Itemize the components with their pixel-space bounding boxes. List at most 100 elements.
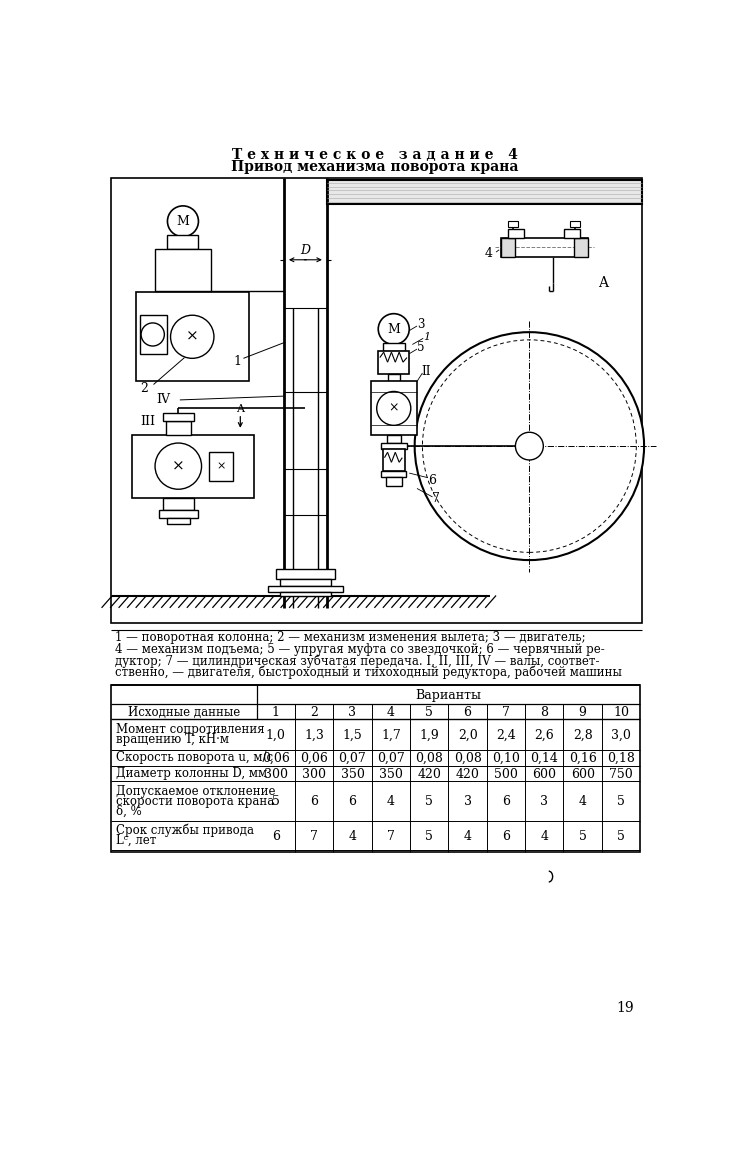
Text: 6: 6: [310, 795, 318, 808]
Bar: [501, 238, 515, 257]
Text: М: М: [387, 322, 400, 336]
Bar: [381, 443, 407, 449]
Text: 5: 5: [617, 795, 625, 808]
Text: 5: 5: [425, 830, 433, 843]
Circle shape: [515, 433, 543, 460]
Text: D: D: [300, 244, 310, 257]
Text: 750: 750: [609, 768, 633, 780]
Text: 500: 500: [494, 768, 518, 780]
Bar: [386, 435, 400, 443]
Bar: [268, 586, 343, 593]
Text: 6: 6: [272, 830, 280, 843]
Bar: [276, 570, 335, 579]
Text: скорости поворота крана: скорости поворота крана: [116, 794, 274, 808]
Text: 2,4: 2,4: [496, 729, 516, 742]
Text: 600: 600: [532, 768, 556, 780]
Text: 5: 5: [417, 341, 425, 355]
Bar: [159, 510, 198, 518]
Text: 6: 6: [428, 474, 436, 487]
Circle shape: [168, 206, 198, 237]
Bar: [387, 374, 400, 381]
Text: Т е х н и ч е с к о е   з а д а н и е   4: Т е х н и ч е с к о е з а д а н и е 4: [232, 148, 518, 162]
Text: М: М: [176, 215, 190, 228]
Circle shape: [141, 323, 165, 346]
Text: 0,18: 0,18: [607, 753, 635, 765]
Text: 10: 10: [613, 706, 629, 719]
Text: 1,9: 1,9: [419, 729, 439, 742]
Text: 2,0: 2,0: [458, 729, 477, 742]
Bar: [163, 413, 194, 421]
Text: 7: 7: [502, 706, 510, 719]
Text: 0,14: 0,14: [531, 753, 559, 765]
Text: 1,5: 1,5: [343, 729, 362, 742]
Bar: [280, 593, 331, 596]
Text: 0,07: 0,07: [377, 753, 405, 765]
Text: 4: 4: [348, 830, 356, 843]
Text: 8: 8: [540, 706, 548, 719]
Bar: [564, 229, 580, 238]
Text: 3: 3: [417, 318, 425, 331]
Text: 4: 4: [579, 795, 586, 808]
Text: Скорость поворота u, м/с: Скорость поворота u, м/с: [116, 752, 272, 764]
Bar: [168, 235, 198, 249]
Text: 300: 300: [302, 768, 326, 780]
Text: ×: ×: [216, 462, 225, 471]
Bar: [327, 180, 642, 205]
Bar: [378, 351, 409, 374]
Circle shape: [414, 333, 644, 561]
Text: 0,08: 0,08: [454, 753, 482, 765]
Text: 3: 3: [348, 706, 356, 719]
Text: Срок службы привода: Срок службы привода: [116, 824, 253, 838]
Text: 420: 420: [455, 768, 479, 780]
Text: ×: ×: [186, 330, 198, 344]
Text: 0,16: 0,16: [569, 753, 597, 765]
Text: Момент сопротивления: Момент сопротивления: [116, 723, 264, 737]
Text: 7: 7: [310, 830, 318, 843]
Text: 0,08: 0,08: [415, 753, 443, 765]
Text: 5: 5: [425, 795, 433, 808]
Bar: [574, 238, 588, 257]
Text: 350: 350: [379, 768, 403, 780]
Text: 1 — поворотная колонна; 2 — механизм изменения вылета; 3 — двигатель;: 1 — поворотная колонна; 2 — механизм изм…: [115, 632, 586, 645]
Text: 5: 5: [579, 830, 586, 843]
Circle shape: [377, 391, 411, 426]
Text: A: A: [236, 404, 244, 414]
Circle shape: [171, 315, 214, 358]
Text: 1: 1: [424, 331, 430, 342]
Text: ×: ×: [389, 402, 399, 414]
Text: 600: 600: [571, 768, 594, 780]
Text: 1: 1: [234, 355, 242, 368]
Bar: [570, 221, 580, 228]
Text: 0,07: 0,07: [339, 753, 366, 765]
Text: 2: 2: [310, 706, 318, 719]
Text: 3,0: 3,0: [611, 729, 631, 742]
Text: 1,0: 1,0: [266, 729, 285, 742]
Text: 7: 7: [433, 491, 441, 505]
Bar: [132, 435, 254, 497]
Text: 1,3: 1,3: [305, 729, 324, 742]
Text: 420: 420: [417, 768, 441, 780]
Text: Исходные данные: Исходные данные: [127, 706, 240, 719]
Bar: [155, 249, 211, 291]
Text: дуктор; 7 — цилиндрическая зубчатая передача. I, II, III, IV — валы, соответ-: дуктор; 7 — цилиндрическая зубчатая пере…: [115, 654, 600, 668]
Text: Варианты: Варианты: [415, 688, 482, 702]
Text: Допускаемое отклонение: Допускаемое отклонение: [116, 785, 275, 798]
Bar: [381, 471, 406, 477]
Text: 9: 9: [579, 706, 586, 719]
Text: 3: 3: [463, 795, 471, 808]
Bar: [167, 518, 190, 524]
Circle shape: [378, 314, 409, 344]
Text: 4: 4: [463, 830, 471, 843]
Text: 2,8: 2,8: [572, 729, 592, 742]
Text: 5: 5: [272, 795, 280, 808]
Text: Привод механизма поворота крана: Привод механизма поворота крана: [231, 160, 519, 175]
Text: Диаметр колонны D, мм: Диаметр колонны D, мм: [116, 767, 266, 780]
Text: II: II: [422, 365, 431, 378]
Bar: [383, 449, 405, 471]
Text: вращению T, кН·м: вращению T, кН·м: [116, 733, 228, 746]
Bar: [166, 421, 191, 435]
Text: 6: 6: [348, 795, 356, 808]
Text: 4: 4: [485, 247, 493, 260]
Text: 6: 6: [463, 706, 471, 719]
Circle shape: [155, 443, 201, 489]
